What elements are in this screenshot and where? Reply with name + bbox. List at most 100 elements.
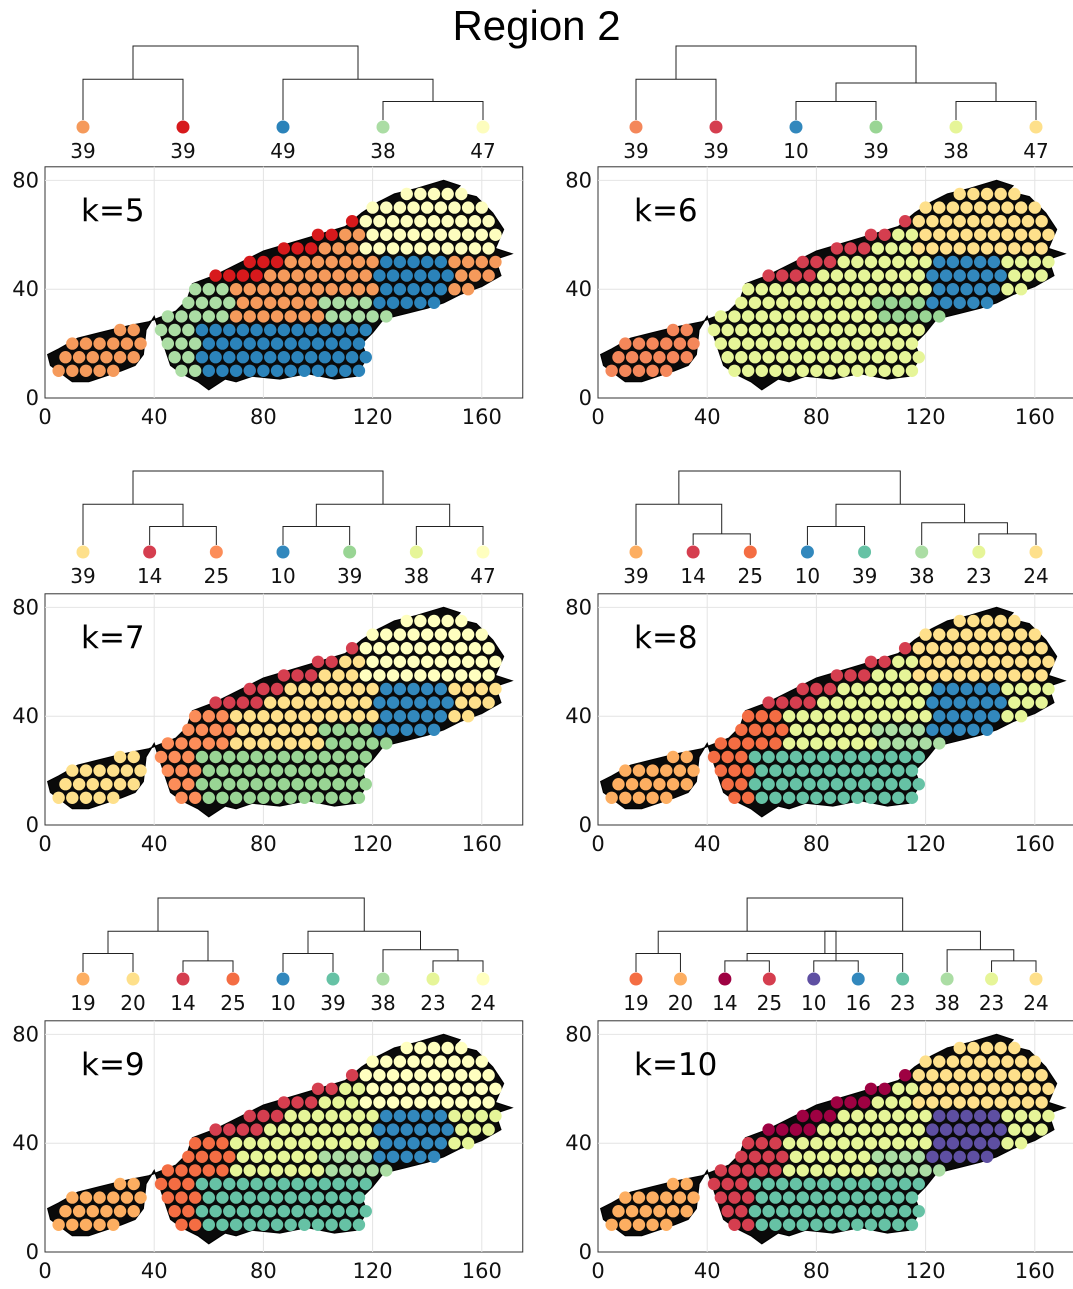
data-point: [796, 364, 809, 377]
data-point: [257, 710, 270, 723]
data-point: [707, 750, 721, 764]
data-point: [216, 364, 229, 377]
data-point: [817, 351, 830, 364]
data-point: [762, 723, 775, 736]
cluster-count-label: 14: [680, 564, 705, 588]
data-point: [898, 296, 912, 309]
data-point: [619, 337, 632, 350]
data-point: [666, 323, 680, 337]
data-point: [359, 696, 372, 709]
data-point: [332, 296, 345, 309]
data-point: [1035, 1123, 1048, 1136]
data-point: [912, 1205, 925, 1218]
data-point: [332, 669, 345, 682]
data-point: [714, 337, 728, 350]
data-point: [229, 364, 243, 377]
data-point: [994, 642, 1007, 655]
data-point: [216, 791, 229, 804]
data-point: [755, 710, 768, 723]
data-point: [735, 723, 748, 736]
data-point: [1035, 269, 1048, 282]
data-point: [885, 1096, 898, 1109]
data-point: [1001, 710, 1014, 723]
x-tick-label: 40: [141, 1259, 168, 1283]
y-tick-label: 80: [565, 595, 592, 619]
data-point: [987, 1082, 1001, 1096]
cluster-count-label: 23: [890, 991, 915, 1015]
data-point: [407, 655, 420, 668]
data-point: [386, 1069, 400, 1082]
y-tick-label: 0: [26, 386, 39, 410]
data-point: [755, 1218, 768, 1232]
data-point: [926, 669, 939, 682]
data-point: [448, 1055, 461, 1068]
data-point: [796, 283, 809, 296]
data-point: [857, 669, 871, 682]
data-point: [468, 215, 482, 228]
data-point: [933, 737, 946, 750]
data-point: [414, 696, 427, 709]
data-point: [352, 1109, 366, 1123]
data-point: [782, 1218, 796, 1232]
data-point: [455, 696, 468, 709]
data-point: [905, 283, 919, 296]
data-point: [748, 296, 762, 309]
data-point: [202, 1137, 215, 1150]
data-point: [926, 296, 939, 309]
data-point: [837, 283, 850, 296]
data-point: [817, 323, 830, 337]
data-point: [202, 710, 215, 723]
data-point: [66, 364, 79, 377]
data-point: [946, 628, 960, 641]
data-point: [919, 1137, 932, 1150]
data-point: [803, 778, 816, 791]
data-point: [386, 1096, 400, 1109]
data-point: [270, 791, 284, 804]
data-point: [400, 215, 413, 228]
data-point: [987, 710, 1001, 723]
data-point: [202, 364, 215, 377]
data-point: [393, 628, 407, 641]
data-point: [939, 1069, 953, 1082]
data-point: [1028, 228, 1042, 241]
data-point: [769, 1137, 782, 1150]
data-point: [796, 1191, 809, 1204]
data-point: [421, 228, 434, 241]
data-point: [339, 682, 352, 696]
x-tick-label: 0: [591, 405, 604, 429]
data-point: [298, 1191, 311, 1204]
data-point: [1001, 1082, 1014, 1096]
data-point: [250, 323, 263, 337]
data-point: [482, 215, 495, 228]
data-point: [851, 1218, 864, 1232]
data-point: [475, 1055, 488, 1068]
data-point: [810, 764, 823, 777]
data-point: [339, 364, 352, 377]
data-point: [209, 351, 222, 364]
data-point: [223, 1205, 236, 1218]
data-point: [127, 1177, 140, 1191]
data-point: [243, 310, 256, 323]
data-point: [298, 310, 311, 323]
data-point: [311, 255, 325, 269]
data-point: [421, 283, 434, 296]
data-point: [939, 1096, 953, 1109]
data-point: [298, 710, 311, 723]
cluster-leaf: [851, 972, 865, 986]
data-point: [892, 1191, 905, 1204]
data-point: [933, 655, 946, 668]
data-point: [803, 750, 816, 764]
data-point: [345, 1177, 359, 1191]
data-point: [810, 1164, 823, 1177]
data-point: [427, 642, 441, 655]
data-point: [878, 228, 891, 241]
cluster-count-label: 39: [70, 564, 95, 588]
x-tick-label: 120: [906, 1259, 946, 1283]
data-point: [332, 1150, 345, 1164]
cluster-leaf: [376, 120, 390, 134]
data-point: [277, 1096, 291, 1109]
data-point: [953, 1069, 966, 1082]
data-point: [448, 201, 461, 214]
data-point: [154, 323, 168, 337]
data-point: [987, 255, 1001, 269]
